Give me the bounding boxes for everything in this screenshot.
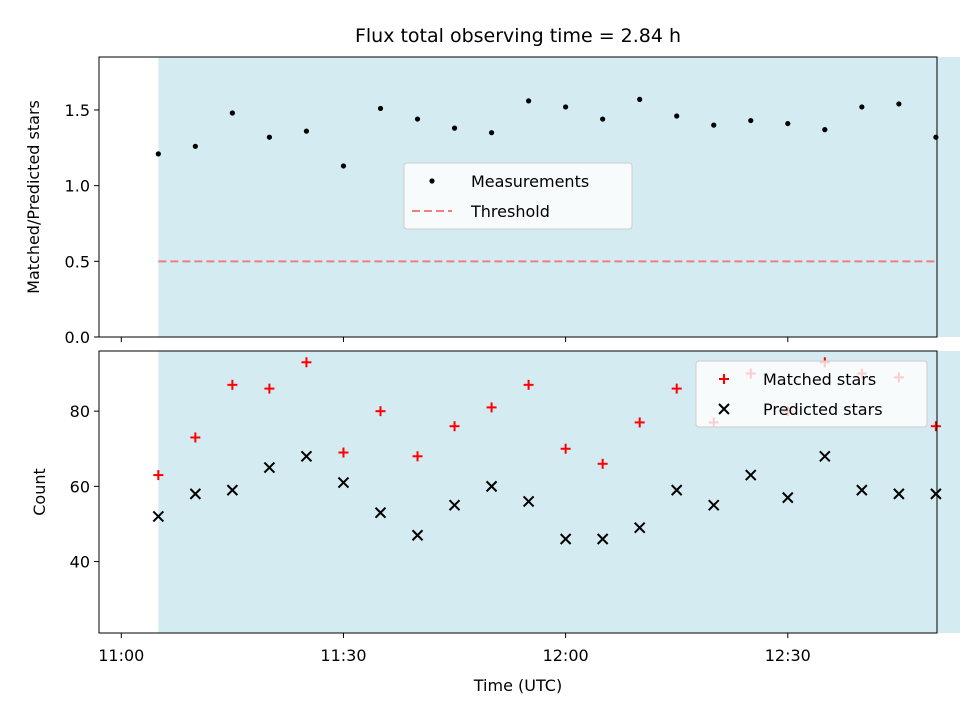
predicted-point [448,499,461,511]
legend-box [403,162,633,230]
measurement-point [303,128,310,134]
measurement-point [229,110,235,116]
predicted-point [708,499,720,511]
predicted-point [819,450,831,462]
measurement-point [451,125,458,131]
legend-label: Measurements [471,172,589,191]
ratio-panel: 0.0 0.5 1.0 1.5 Matched/Predicted stars Measu… [24,56,960,347]
measurement-point [785,120,791,127]
predicted-point [633,522,646,534]
matched-point [634,417,645,428]
axes-frame [98,56,938,338]
predicted-point [485,480,498,493]
x-tick-label: 12:00 [543,646,589,665]
measurement-point [526,98,532,104]
predicted-point [745,469,757,481]
chart-title: Flux total observing time = 2.84 h [355,25,681,47]
measurement-point [896,101,902,107]
measurement-point [822,127,828,133]
legend-dot-icon [429,178,435,184]
matched-point [264,383,275,394]
matched-point [671,383,682,394]
legend-x-icon [718,403,730,415]
measurement-point [266,134,273,140]
measurement-point [674,113,680,119]
x-axis-label: Time (UTC) [473,676,562,695]
x-tick-label: 11:00 [98,646,144,665]
predicted-point [411,529,424,541]
matched-point [190,432,201,443]
legend-plus-icon [719,374,729,384]
predicted-point [374,506,387,519]
predicted-point [930,488,942,500]
predicted-point [522,495,535,508]
predicted-point [189,488,202,500]
measurement-point [711,122,717,128]
measurement-point [377,105,384,112]
predicted-point [671,484,683,496]
matched-point [560,443,571,454]
y-tick-label: 0.5 [65,252,90,271]
legend-label: Threshold [470,202,550,221]
y-tick-label: 80 [70,402,90,421]
measurement-point [933,134,939,140]
matched-point [597,458,608,469]
matched-point [375,406,386,417]
y-tick-label: 1.0 [65,177,90,196]
predicted-point [300,450,313,462]
matched-point [301,357,312,368]
predicted-point [559,533,572,545]
matched-point [153,470,164,481]
measurement-point [563,104,569,110]
predicted-point [893,488,905,500]
matched-point [449,421,460,432]
measurement-point [859,104,865,110]
matched-point [227,379,238,390]
x-tick-label: 12:30 [765,646,811,665]
predicted-point [596,533,609,545]
legend-label: Predicted stars [763,400,883,419]
matched-point [338,447,349,458]
y-tick-label: 60 [70,477,90,496]
y-tick-label: 40 [70,553,90,572]
legend-box [695,360,928,428]
measurement-point [414,116,421,122]
y-tick-label: 0.0 [65,328,90,347]
legend-label: Matched stars [763,370,876,389]
matched-point [412,451,423,462]
y-axis-label: Matched/Predicted stars [24,100,43,294]
measurement-point [192,143,198,149]
predicted-point [263,461,276,474]
measurement-point [488,130,495,136]
matched-point [486,402,497,413]
axes-frame [98,350,938,634]
legend: Measurements Threshold [403,162,633,230]
predicted-point [337,476,350,489]
measurement-point [340,163,347,169]
predicted-point [782,491,794,504]
measurement-point [155,151,161,157]
measurement-point [600,116,606,122]
legend: Matched stars Predicted stars [695,360,928,428]
predicted-point [856,484,868,496]
y-axis-label: Count [30,468,49,516]
count-panel: 40608011:0011:3012:0012:3013:0013:3014:0… [30,350,960,665]
predicted-point [152,510,165,523]
predicted-point [226,484,239,496]
matched-point [930,421,941,432]
x-tick-label: 11:30 [320,646,366,665]
measurement-point [637,96,643,102]
matched-point [523,379,534,390]
y-tick-label: 1.5 [65,101,90,120]
measurement-point [748,117,754,124]
